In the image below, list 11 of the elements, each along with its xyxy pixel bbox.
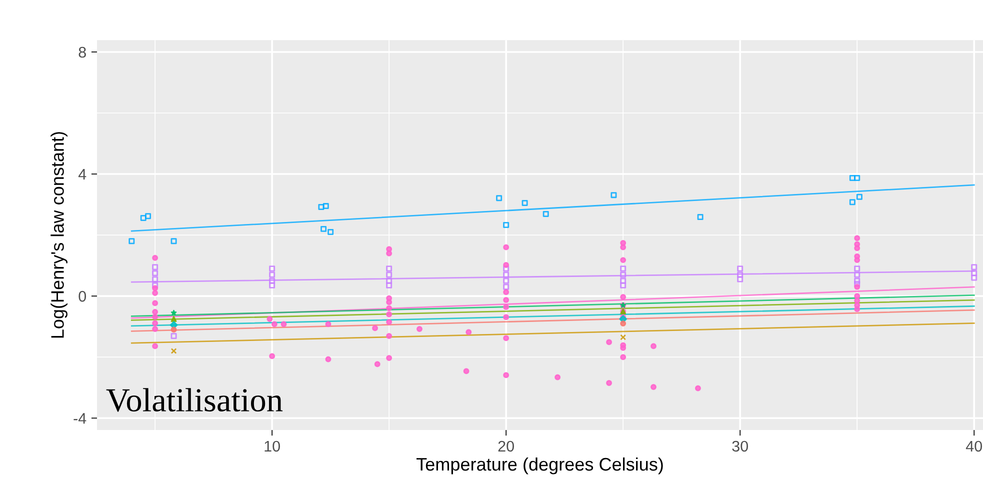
y-tick-label: 4 <box>78 169 86 180</box>
x-tick-label: 40 <box>966 440 982 452</box>
y-axis-title: Log(Henry's law constant) <box>50 132 68 338</box>
x-tick-label: 10 <box>264 440 280 452</box>
x-tick-label: 20 <box>498 440 514 452</box>
y-tick-label: 8 <box>78 46 86 58</box>
x-tick-label: 30 <box>732 440 748 452</box>
annotation: Volatilisation <box>106 388 283 412</box>
x-axis-title: Temperature (degrees Celsius) <box>416 457 663 474</box>
y-tick-label: -4 <box>74 413 86 424</box>
y-tick-label: 0 <box>78 290 86 302</box>
